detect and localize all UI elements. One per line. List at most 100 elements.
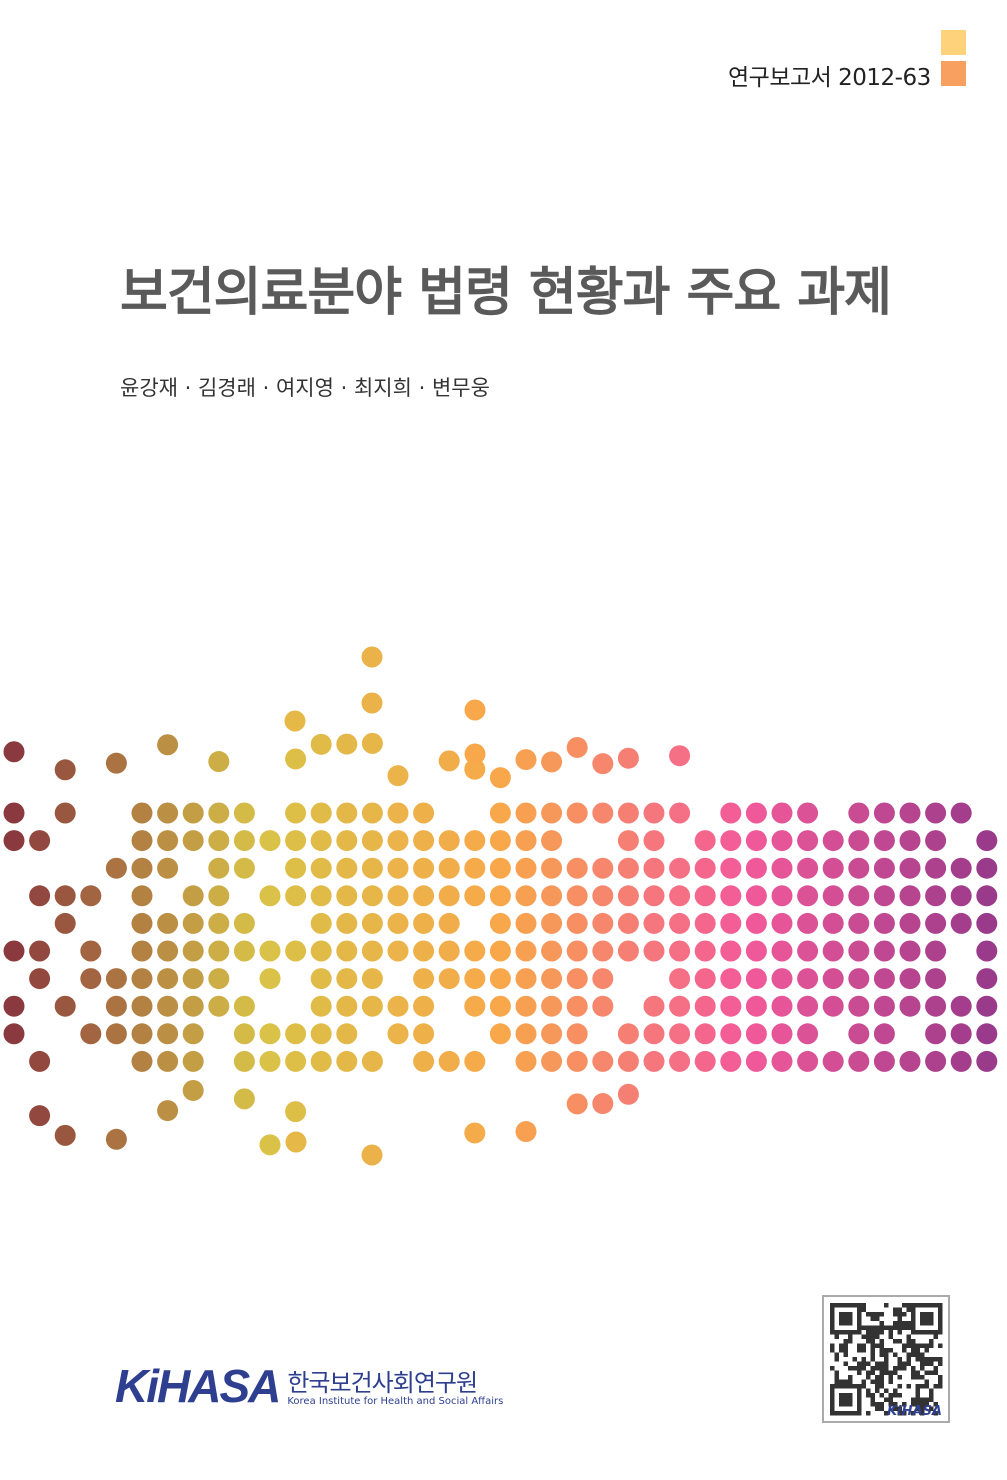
pattern-dot — [848, 995, 870, 1017]
pattern-dot — [617, 885, 639, 907]
pattern-dot — [131, 968, 153, 990]
pattern-dot — [3, 802, 25, 824]
pattern-dot — [566, 968, 588, 990]
pattern-dot — [285, 1050, 307, 1072]
pattern-dot — [515, 995, 537, 1017]
pattern-dot — [541, 1050, 563, 1072]
pattern-dot — [617, 830, 639, 852]
pattern-dot — [976, 1023, 998, 1045]
pattern-dot — [157, 940, 179, 962]
pattern-dot — [3, 940, 25, 962]
pattern-dot — [515, 830, 537, 852]
pattern-dot — [848, 912, 870, 934]
pattern-dot — [336, 968, 358, 990]
pattern-dot — [3, 830, 25, 852]
pattern-dot — [489, 802, 511, 824]
pattern-dot — [541, 940, 563, 962]
pattern-dot — [643, 912, 665, 934]
pattern-dot — [489, 912, 511, 934]
pattern-dot — [515, 1121, 537, 1143]
pattern-dot — [361, 692, 383, 714]
pattern-dot — [413, 1023, 435, 1045]
pattern-dot — [3, 741, 25, 763]
pattern-dot — [771, 857, 793, 879]
pattern-dot — [745, 1050, 767, 1072]
pattern-dot — [157, 830, 179, 852]
pattern-dot — [259, 830, 281, 852]
pattern-dot — [822, 885, 844, 907]
pattern-dot — [745, 885, 767, 907]
pattern-dot — [617, 802, 639, 824]
pattern-dot — [310, 912, 332, 934]
pattern-dot — [976, 968, 998, 990]
pattern-dot — [925, 968, 947, 990]
pattern-dot — [694, 1023, 716, 1045]
pattern-dot — [515, 968, 537, 990]
pattern-dot — [515, 1050, 537, 1072]
pattern-dot — [515, 885, 537, 907]
pattern-dot — [208, 857, 230, 879]
pattern-dot — [489, 767, 511, 789]
pattern-dot — [233, 802, 255, 824]
pattern-dot — [157, 1023, 179, 1045]
pattern-dot — [387, 830, 409, 852]
pattern-dot — [208, 751, 230, 773]
pattern-dot — [720, 940, 742, 962]
pattern-dot — [566, 995, 588, 1017]
pattern-dot — [720, 802, 742, 824]
pattern-dot — [131, 912, 153, 934]
pattern-dot — [489, 1023, 511, 1045]
pattern-dot — [182, 995, 204, 1017]
pattern-dot — [720, 1050, 742, 1072]
pattern-dot — [387, 885, 409, 907]
pattern-dot — [797, 968, 819, 990]
pattern-dot — [899, 968, 921, 990]
pattern-dot — [233, 1088, 255, 1110]
pattern-dot — [617, 1023, 639, 1045]
pattern-dot — [643, 1023, 665, 1045]
pattern-dot — [822, 912, 844, 934]
pattern-dot — [310, 802, 332, 824]
pattern-dot — [797, 885, 819, 907]
pattern-dot — [899, 802, 921, 824]
pattern-dot — [822, 995, 844, 1017]
pattern-dot — [182, 1023, 204, 1045]
pattern-dot — [438, 830, 460, 852]
pattern-dot — [157, 995, 179, 1017]
pattern-dot — [592, 940, 614, 962]
pattern-dot — [157, 802, 179, 824]
pattern-dot — [848, 802, 870, 824]
pattern-dot — [925, 1050, 947, 1072]
pattern-dot — [566, 885, 588, 907]
pattern-dot — [29, 1105, 51, 1127]
pattern-dot — [310, 733, 332, 755]
pattern-dot — [489, 830, 511, 852]
pattern-dot — [464, 743, 486, 765]
pattern-dot — [157, 1100, 179, 1122]
pattern-dot — [233, 830, 255, 852]
pattern-dot — [131, 1050, 153, 1072]
pattern-dot — [515, 1023, 537, 1045]
pattern-dot — [976, 912, 998, 934]
pattern-dot — [566, 802, 588, 824]
pattern-dot — [771, 940, 793, 962]
pattern-dot — [285, 940, 307, 962]
pattern-dot — [413, 830, 435, 852]
pattern-dot — [157, 912, 179, 934]
report-title: 보건의료분야 법령 현황과 주요 과제 — [120, 263, 892, 323]
pattern-dot — [361, 802, 383, 824]
pattern-dot — [336, 802, 358, 824]
series-label: 연구보고서 2012-63 — [728, 65, 931, 91]
pattern-dot — [848, 1023, 870, 1045]
pattern-dot — [489, 857, 511, 879]
pattern-dot — [29, 940, 51, 962]
pattern-dot — [285, 830, 307, 852]
pattern-dot — [797, 995, 819, 1017]
pattern-dot — [669, 1050, 691, 1072]
pattern-dot — [925, 1023, 947, 1045]
pattern-dot — [950, 995, 972, 1017]
pattern-dot — [822, 968, 844, 990]
pattern-dot — [515, 912, 537, 934]
pattern-dot — [208, 885, 230, 907]
pattern-dot — [771, 885, 793, 907]
